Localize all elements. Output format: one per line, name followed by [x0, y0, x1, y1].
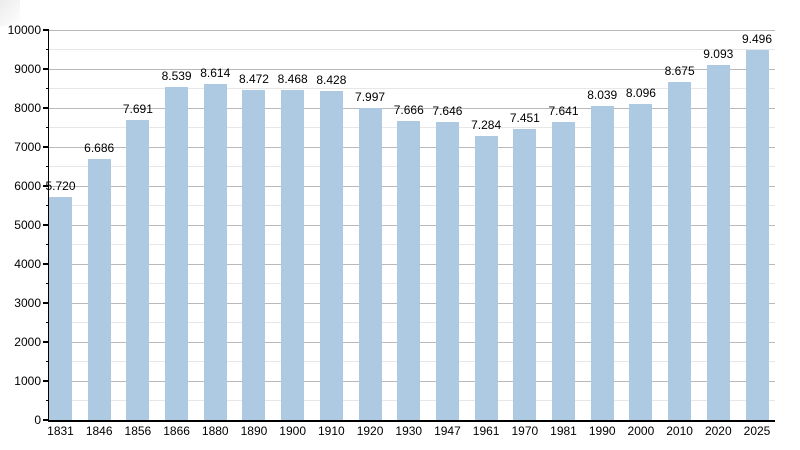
bar-1910 — [319, 91, 343, 420]
gridline-major — [49, 107, 775, 109]
bar-value-label: 7.451 — [509, 111, 540, 126]
x-axis-tick-label: 1990 — [588, 424, 616, 438]
bar-value-label: 8.039 — [587, 88, 618, 103]
x-axis-tick-label: 1910 — [318, 424, 345, 438]
bar-1920 — [358, 108, 382, 420]
x-axis-tick-label: 1846 — [85, 424, 113, 438]
gridline-major — [49, 29, 775, 31]
y-axis-tick-label: 3000 — [14, 296, 41, 310]
bar-value-label: 8.539 — [161, 68, 192, 83]
bar-1961 — [474, 135, 498, 420]
bar-value-label: 8.096 — [625, 86, 656, 101]
y-axis-major-tick — [43, 29, 49, 31]
bar-1890 — [242, 89, 266, 420]
x-axis-tick-label: 1947 — [434, 424, 461, 438]
y-axis-tick-label: 0 — [34, 413, 41, 427]
gridline-minor — [49, 49, 775, 50]
y-axis-tick-label: 7000 — [14, 140, 41, 154]
y-axis-major-tick — [43, 224, 49, 226]
bar-1880 — [203, 84, 227, 420]
bar-value-label: 7.666 — [393, 103, 424, 118]
y-axis-line — [47, 29, 49, 421]
bar-value-label: 8.472 — [238, 71, 269, 86]
bar-value-label: 5.720 — [45, 178, 76, 193]
y-axis-tick-label: 9000 — [14, 62, 41, 76]
bar-value-label: 9.496 — [741, 31, 773, 46]
corner-artifact — [0, 0, 20, 26]
bar-1866 — [165, 86, 189, 420]
gridline-minor — [49, 88, 775, 89]
x-axis-tick-label: 2025 — [743, 424, 771, 438]
y-axis-major-tick — [43, 380, 49, 382]
x-axis-tick-label: 2000 — [627, 424, 655, 438]
bar-2020 — [706, 65, 730, 420]
y-axis-tick-label: 8000 — [14, 101, 41, 115]
x-axis-tick-label: 1856 — [124, 424, 152, 438]
gridline-major — [49, 68, 775, 70]
x-axis-tick-label: 1831 — [47, 424, 74, 438]
y-axis-major-tick — [43, 302, 49, 304]
bar-value-label: 8.614 — [200, 66, 231, 81]
y-axis-major-tick — [43, 146, 49, 148]
y-axis-tick-label: 10000 — [7, 23, 41, 37]
bar-1856 — [126, 120, 150, 420]
bar-value-label: 8.428 — [316, 73, 347, 88]
y-axis-major-tick — [43, 68, 49, 70]
bar-1930 — [397, 121, 421, 420]
bar-2010 — [668, 81, 692, 420]
bar-1846 — [87, 159, 111, 420]
y-axis-major-tick — [43, 107, 49, 109]
bar-value-label: 8.468 — [277, 71, 308, 86]
bar-value-label: 7.997 — [355, 90, 386, 105]
y-axis-major-tick — [43, 419, 49, 421]
y-axis-major-tick — [43, 341, 49, 343]
bar-value-label: 7.646 — [432, 103, 463, 118]
y-axis-major-tick — [43, 185, 49, 187]
bar-1831 — [49, 196, 72, 420]
x-axis-tick-label: 1890 — [240, 424, 268, 438]
y-axis-major-tick — [43, 263, 49, 265]
y-axis-tick-label: 5000 — [14, 218, 41, 232]
bar-2000 — [629, 104, 653, 420]
x-axis-tick-label: 1981 — [550, 424, 577, 438]
x-axis-tick-label: 1920 — [356, 424, 384, 438]
x-axis-tick-label: 2010 — [666, 424, 693, 438]
x-axis-tick-label: 1930 — [395, 424, 423, 438]
bar-1970 — [513, 129, 537, 420]
bar-2025 — [745, 49, 769, 420]
y-axis-tick-label: 6000 — [14, 179, 41, 193]
x-axis-tick-label: 1970 — [511, 424, 539, 438]
bar-value-label: 8.675 — [664, 63, 695, 78]
bar-value-label: 7.641 — [548, 104, 579, 118]
bar-value-label: 7.284 — [471, 117, 502, 132]
bar-1900 — [281, 89, 305, 420]
x-axis-tick-label: 1880 — [201, 424, 229, 438]
bar-value-label: 9.093 — [703, 47, 734, 62]
bar-1981 — [552, 122, 576, 420]
x-axis-line — [47, 420, 775, 422]
bar-value-label: 7.691 — [122, 102, 153, 117]
bar-1990 — [590, 106, 614, 420]
bar-1947 — [435, 121, 459, 420]
bar-value-label: 6.686 — [84, 141, 115, 156]
x-axis-tick-label: 2020 — [704, 424, 732, 438]
y-axis-tick-label: 1000 — [14, 374, 41, 388]
y-axis-tick-label: 4000 — [14, 257, 41, 271]
y-axis-tick-label: 2000 — [14, 335, 41, 349]
x-axis-tick-label: 1961 — [472, 424, 500, 438]
x-axis-tick-label: 1900 — [279, 424, 306, 438]
x-axis-tick-label: 1866 — [163, 424, 190, 438]
